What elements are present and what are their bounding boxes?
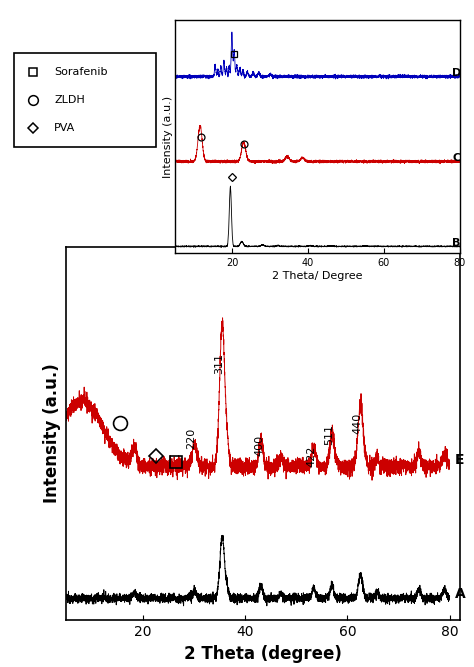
Text: B: B: [452, 238, 461, 248]
Text: 511: 511: [325, 424, 335, 444]
Text: A: A: [455, 587, 465, 601]
Text: C: C: [452, 153, 460, 163]
Text: D: D: [452, 68, 462, 78]
FancyBboxPatch shape: [14, 53, 156, 147]
Text: Sorafenib: Sorafenib: [54, 67, 108, 77]
Text: 400: 400: [254, 434, 264, 456]
Text: PVA: PVA: [54, 123, 75, 133]
X-axis label: 2 Theta (degree): 2 Theta (degree): [184, 645, 342, 663]
Text: 422: 422: [307, 445, 317, 466]
Text: 440: 440: [353, 412, 363, 434]
Text: 311: 311: [215, 354, 225, 374]
Text: ZLDH: ZLDH: [54, 95, 85, 105]
Y-axis label: Intensity (a.u.): Intensity (a.u.): [163, 95, 173, 178]
X-axis label: 2 Theta/ Degree: 2 Theta/ Degree: [273, 271, 363, 281]
Y-axis label: Intensity (a.u.): Intensity (a.u.): [43, 364, 61, 504]
Text: E: E: [455, 453, 464, 467]
Text: 220: 220: [187, 428, 197, 449]
